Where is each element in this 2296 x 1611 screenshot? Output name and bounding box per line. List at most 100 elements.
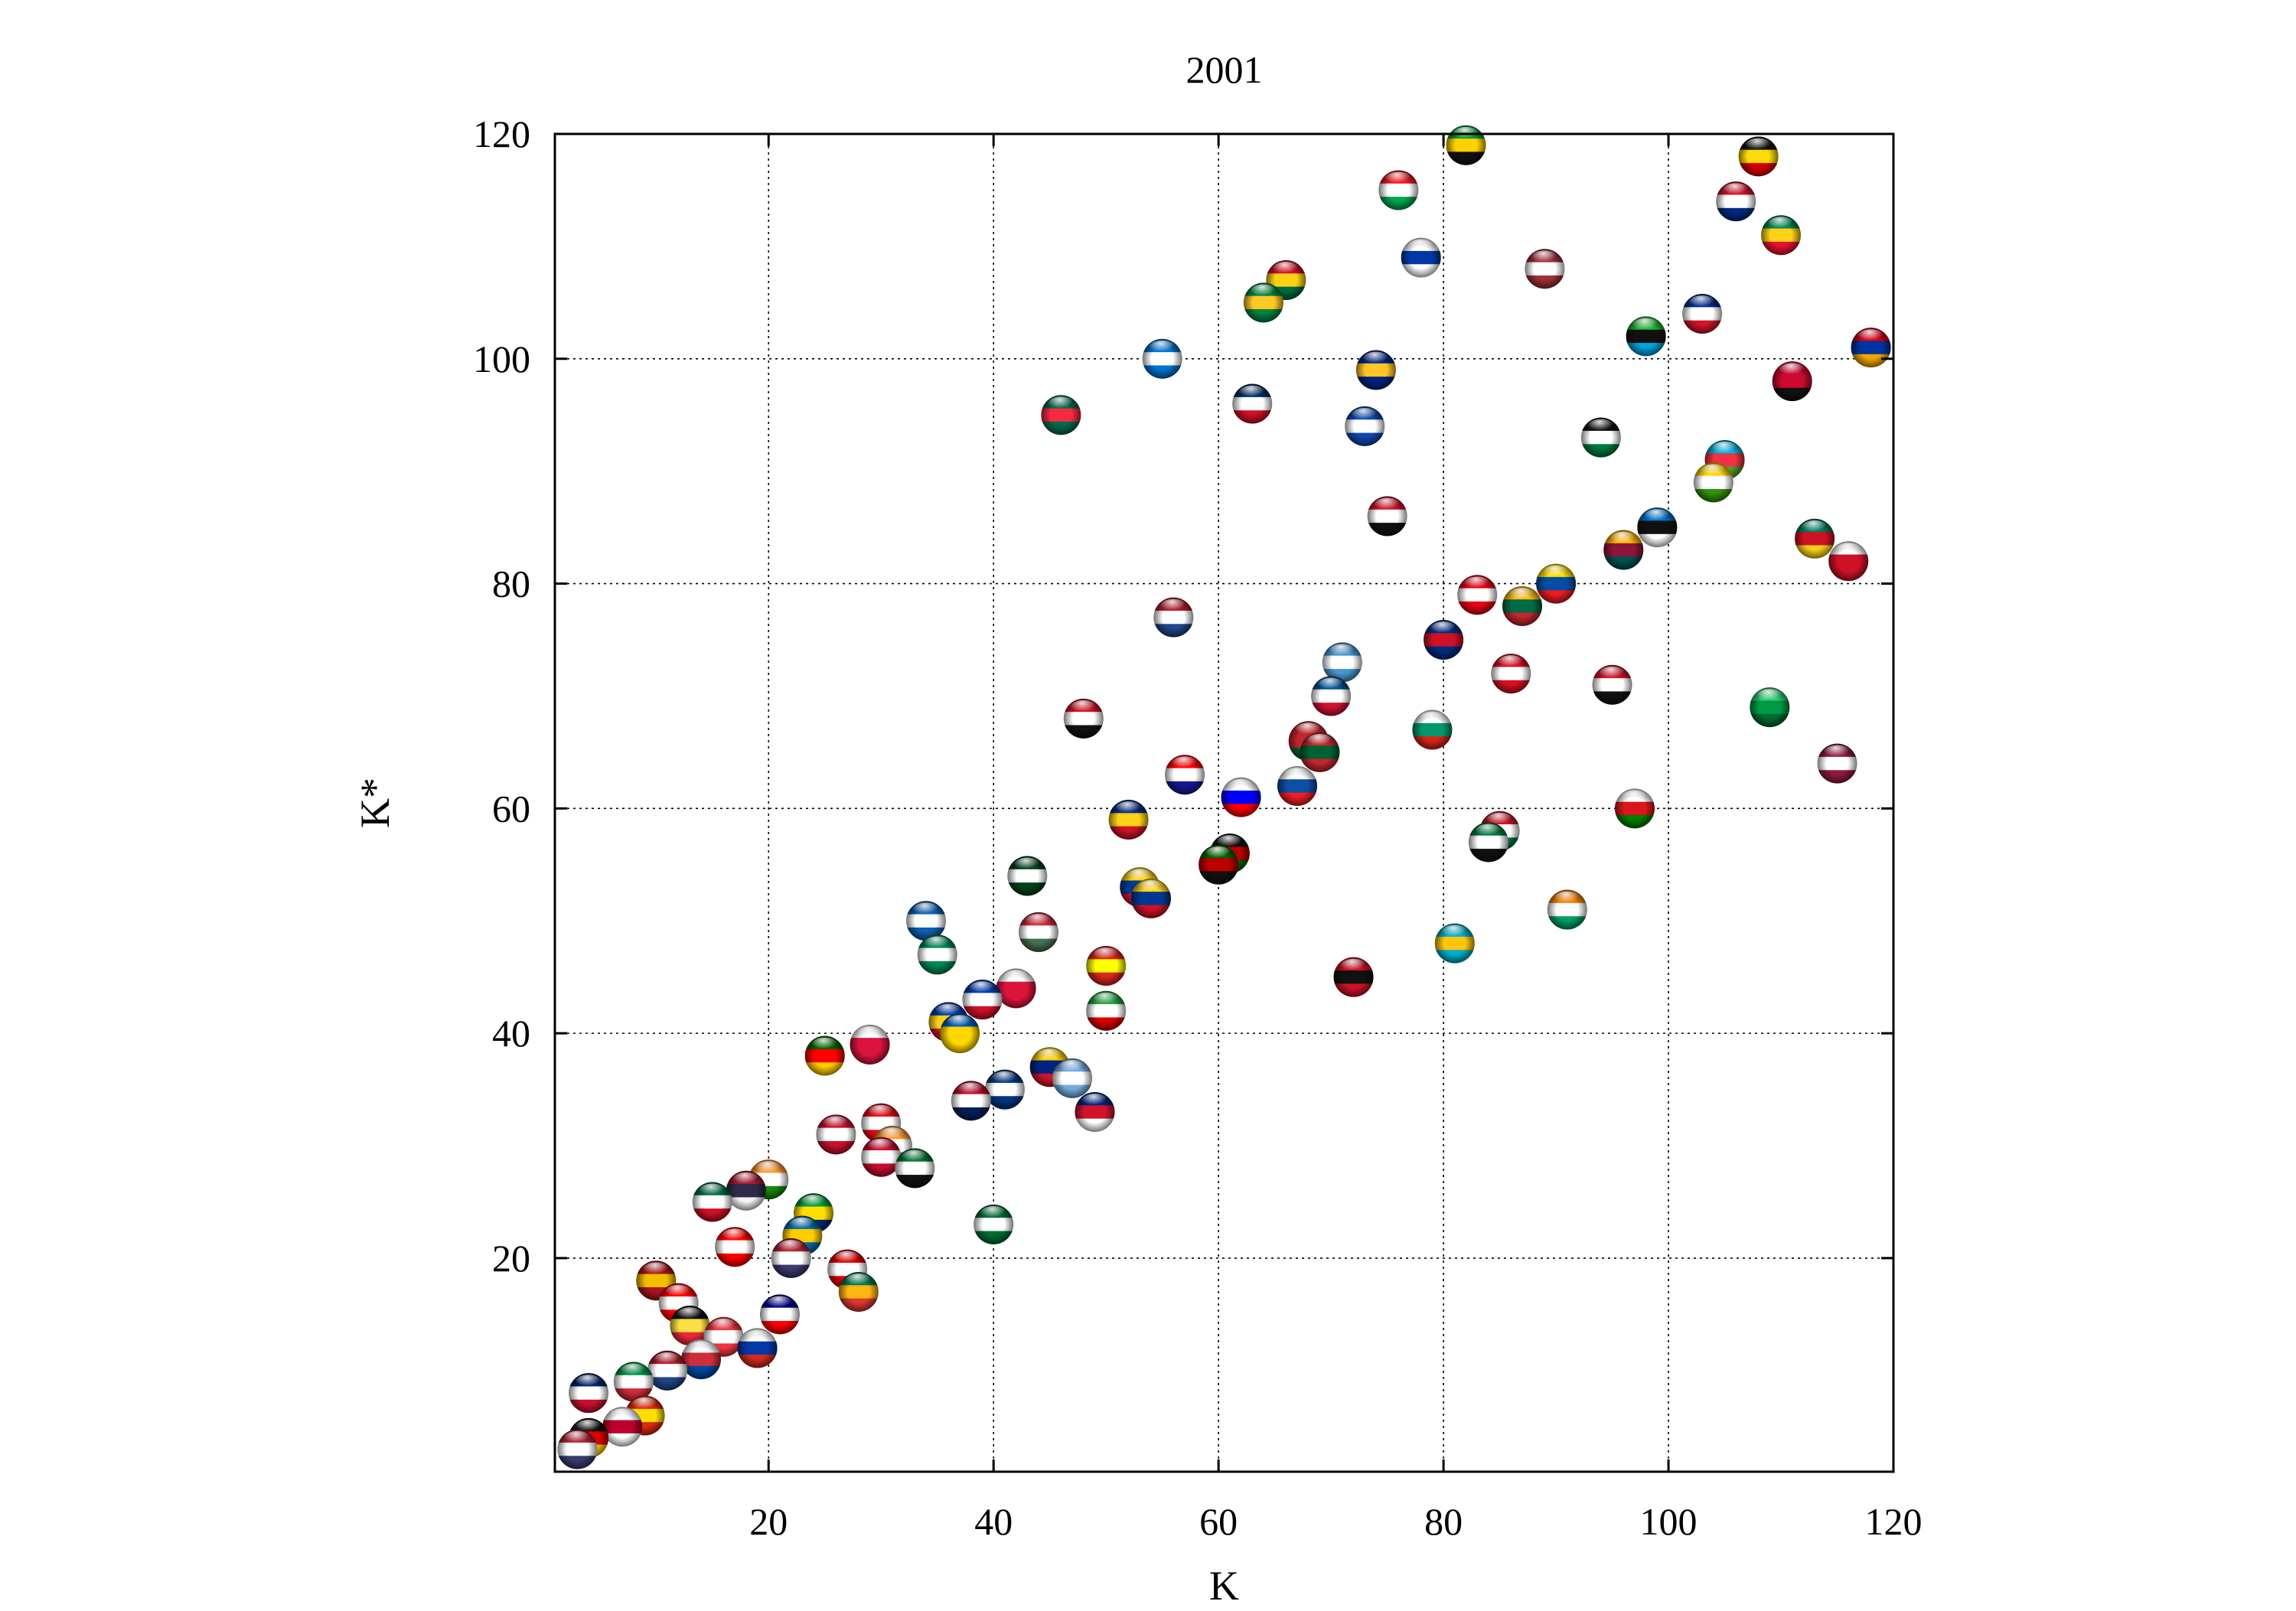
data-point bbox=[1130, 878, 1171, 918]
data-point bbox=[1817, 743, 1857, 784]
data-point bbox=[1142, 338, 1182, 379]
data-point bbox=[670, 1306, 710, 1346]
y-tick-label: 60 bbox=[492, 787, 530, 830]
data-point bbox=[1491, 654, 1531, 694]
data-point bbox=[1322, 642, 1362, 683]
data-point bbox=[569, 1373, 609, 1414]
data-point bbox=[1108, 800, 1149, 840]
x-tick-label: 100 bbox=[1640, 1500, 1698, 1543]
data-point bbox=[1446, 125, 1486, 165]
axis-ticks: 20 40 60 80 100 120 20 40 60 80 100 120 bbox=[473, 113, 1923, 1543]
data-point bbox=[1614, 788, 1655, 829]
data-point bbox=[1300, 732, 1340, 772]
data-point bbox=[1266, 259, 1306, 300]
data-point bbox=[737, 1328, 778, 1368]
data-point bbox=[681, 1339, 722, 1380]
data-point bbox=[1592, 664, 1632, 705]
data-point bbox=[1367, 496, 1407, 536]
x-tick-label: 120 bbox=[1865, 1500, 1923, 1543]
data-point bbox=[996, 968, 1036, 1009]
data-point bbox=[1693, 462, 1733, 503]
data-point bbox=[1525, 249, 1565, 289]
data-point bbox=[1075, 1091, 1115, 1132]
y-axis-title: K* bbox=[352, 778, 398, 828]
data-points bbox=[557, 125, 1891, 1469]
data-point bbox=[1063, 698, 1104, 739]
y-tick-label: 80 bbox=[492, 563, 530, 605]
x-tick-label: 20 bbox=[749, 1500, 788, 1543]
y-tick-label: 40 bbox=[492, 1012, 530, 1055]
data-point bbox=[1547, 889, 1587, 930]
data-point bbox=[557, 1429, 598, 1469]
data-point bbox=[703, 1316, 744, 1357]
data-point bbox=[951, 1081, 991, 1121]
data-point bbox=[1277, 765, 1318, 806]
data-point bbox=[1378, 170, 1419, 210]
data-point bbox=[1626, 316, 1666, 357]
data-point bbox=[1637, 507, 1678, 548]
data-point bbox=[1165, 755, 1205, 795]
data-point bbox=[1716, 181, 1756, 222]
data-point bbox=[759, 1294, 800, 1335]
data-point bbox=[1401, 237, 1441, 278]
data-point bbox=[940, 1013, 980, 1054]
data-point bbox=[917, 934, 957, 975]
data-point bbox=[895, 1148, 935, 1189]
data-point bbox=[771, 1238, 811, 1278]
data-point bbox=[1199, 844, 1239, 885]
data-point bbox=[1772, 361, 1812, 402]
data-point bbox=[974, 1204, 1014, 1244]
data-point bbox=[647, 1350, 687, 1391]
data-point bbox=[1052, 1058, 1093, 1098]
x-tick-label: 40 bbox=[974, 1500, 1013, 1543]
data-point bbox=[804, 1035, 845, 1076]
data-point bbox=[1221, 777, 1261, 817]
data-point bbox=[1086, 945, 1127, 986]
x-axis-title: K bbox=[1209, 1563, 1239, 1607]
y-tick-label: 20 bbox=[492, 1237, 530, 1280]
x-tick-label: 60 bbox=[1199, 1500, 1238, 1543]
data-point bbox=[1232, 383, 1273, 424]
chart-title: 2001 bbox=[1186, 48, 1263, 91]
data-point bbox=[1738, 136, 1779, 177]
y-tick-label: 100 bbox=[473, 338, 530, 380]
data-point bbox=[715, 1227, 755, 1267]
data-point bbox=[1311, 676, 1352, 716]
plot-frame bbox=[553, 132, 1895, 1473]
data-point bbox=[613, 1362, 654, 1402]
data-point bbox=[850, 1024, 890, 1065]
data-point bbox=[1580, 417, 1621, 458]
data-point bbox=[1041, 395, 1081, 435]
data-point bbox=[1086, 990, 1127, 1031]
data-point bbox=[1851, 328, 1891, 368]
data-point bbox=[1333, 957, 1374, 997]
data-point bbox=[1750, 687, 1790, 728]
data-point bbox=[1603, 530, 1644, 570]
data-point bbox=[1412, 709, 1453, 750]
data-point bbox=[726, 1170, 766, 1211]
data-point bbox=[1468, 822, 1508, 863]
data-point bbox=[1795, 518, 1835, 559]
x-tick-label: 80 bbox=[1424, 1500, 1463, 1543]
data-point bbox=[1243, 282, 1283, 323]
data-point bbox=[1018, 911, 1058, 952]
data-point bbox=[692, 1182, 732, 1222]
data-point bbox=[1434, 923, 1475, 964]
data-point bbox=[1424, 620, 1464, 660]
data-point bbox=[1153, 597, 1194, 638]
data-point bbox=[1345, 406, 1385, 446]
data-point bbox=[1536, 563, 1577, 604]
data-point bbox=[838, 1271, 879, 1312]
data-point bbox=[816, 1114, 856, 1155]
data-point bbox=[984, 1069, 1025, 1110]
data-point bbox=[1007, 856, 1048, 896]
data-point bbox=[962, 980, 1003, 1020]
gridlines bbox=[555, 134, 1893, 1472]
data-point bbox=[1502, 585, 1542, 626]
data-point bbox=[1457, 575, 1498, 615]
y-tick-label: 120 bbox=[473, 113, 530, 155]
data-point bbox=[1761, 215, 1802, 256]
data-point bbox=[1828, 541, 1869, 582]
